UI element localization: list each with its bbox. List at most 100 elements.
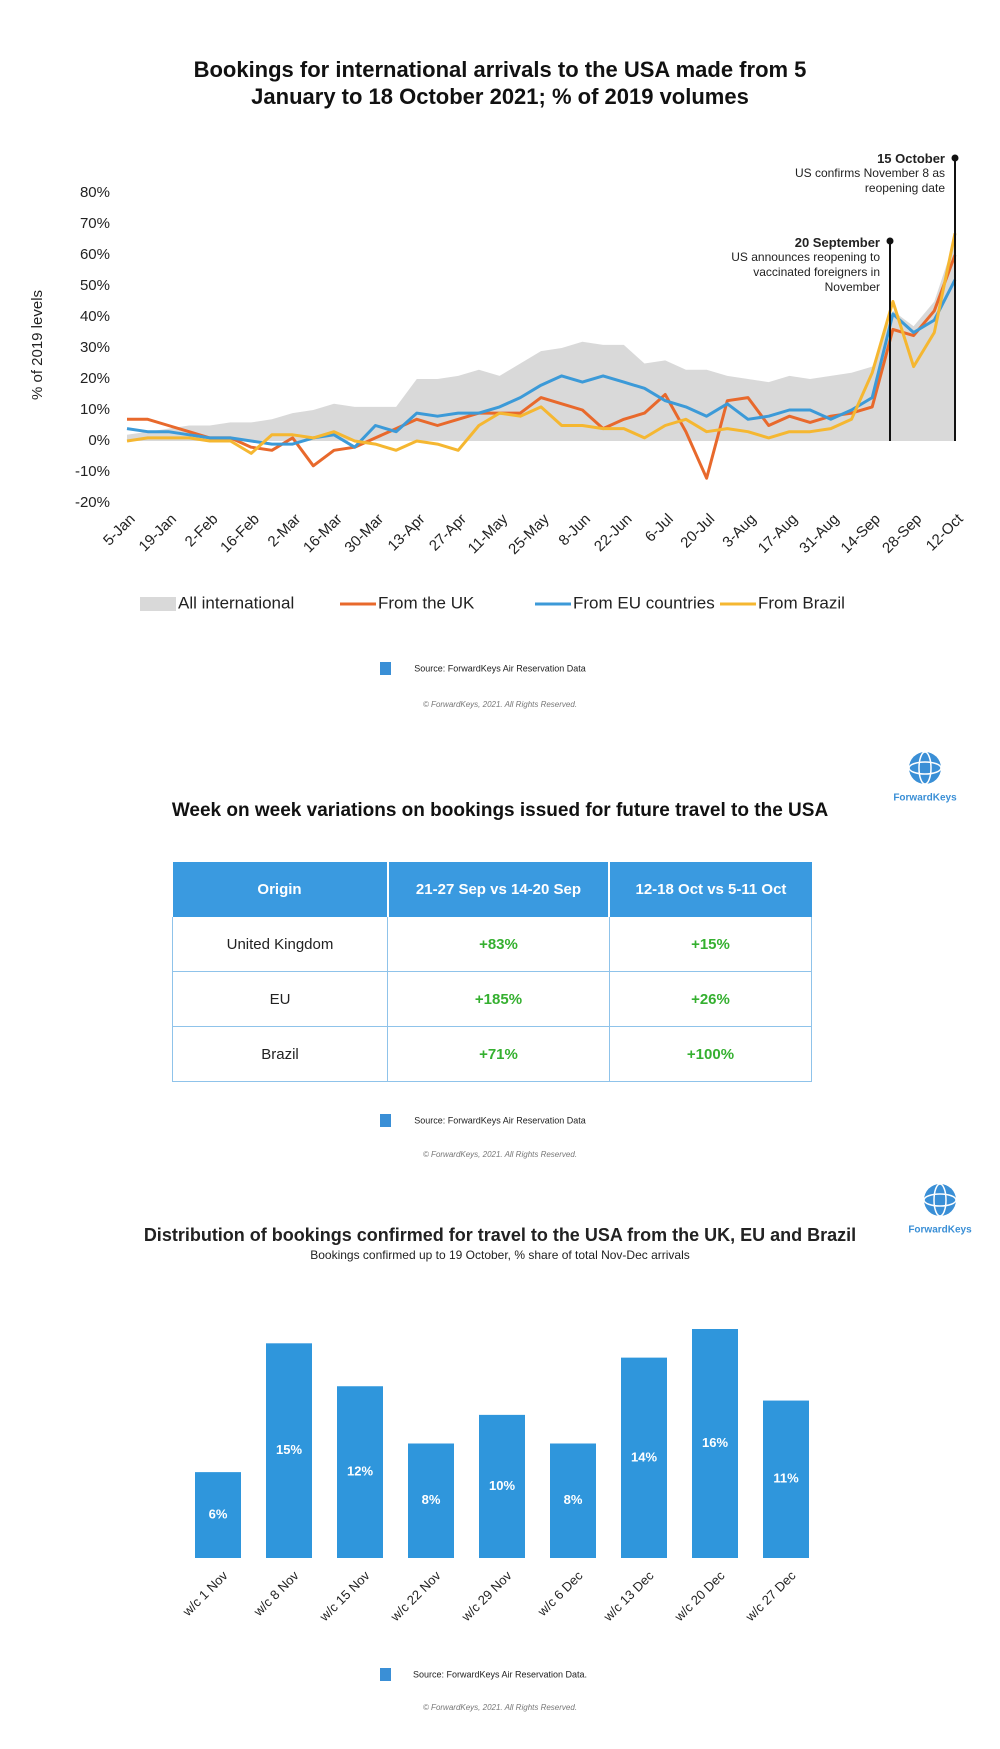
annotation: 20 September US announces reopening to va… bbox=[710, 235, 880, 295]
x-tick-label: 8-Jun bbox=[555, 511, 594, 550]
logo-text: ForwardKeys bbox=[893, 793, 957, 804]
x-tick-label: 16-Mar bbox=[300, 511, 346, 557]
value-label: 8% bbox=[422, 1492, 441, 1507]
logo-globe bbox=[909, 752, 941, 784]
logo-orbit bbox=[923, 1193, 957, 1207]
source-icon bbox=[380, 1114, 391, 1127]
cell: +26% bbox=[609, 971, 813, 1027]
cell: +83% bbox=[387, 917, 610, 972]
x-tick-label: w/c 13 Dec bbox=[600, 1568, 657, 1625]
bar bbox=[337, 1386, 383, 1558]
x-tick-label: 5-Jan bbox=[100, 511, 139, 550]
x-tick-label: w/c 29 Nov bbox=[458, 1568, 515, 1625]
x-tick-label: 14-Sep bbox=[838, 511, 884, 557]
y-tick-label: 50% bbox=[80, 277, 110, 294]
annotation-dot bbox=[951, 154, 959, 162]
bar bbox=[195, 1472, 241, 1558]
x-tick-label: w/c 15 Nov bbox=[316, 1568, 373, 1625]
y-axis-label: % of 2019 levels bbox=[29, 290, 46, 400]
y-tick-label: 30% bbox=[80, 339, 110, 356]
legend-label: From the UK bbox=[378, 593, 475, 612]
bar-subtitle: Bookings confirmed up to 19 October, % s… bbox=[310, 1248, 690, 1262]
header-cell: Origin bbox=[172, 862, 389, 917]
bar bbox=[763, 1400, 809, 1558]
x-tick-label: 2-Feb bbox=[182, 511, 222, 551]
area bbox=[127, 239, 955, 441]
line bbox=[126, 232, 957, 455]
source: Source: ForwardKeys Air Reservation Data bbox=[414, 1115, 586, 1125]
bar bbox=[692, 1329, 738, 1558]
y-tick-label: 20% bbox=[80, 370, 110, 387]
cell: +71% bbox=[387, 1026, 610, 1082]
x-tick-label: w/c 22 Nov bbox=[387, 1568, 444, 1625]
header-cell: 12-18 Oct vs 5-11 Oct bbox=[609, 862, 812, 917]
value-label: 12% bbox=[347, 1464, 373, 1479]
annotation-date: 20 September bbox=[794, 235, 880, 250]
x-tick-label: w/c 8 Nov bbox=[250, 1568, 302, 1620]
annotation-text: US announces reopening to vaccinated for… bbox=[731, 250, 880, 294]
copyright: © ForwardKeys, 2021. All Rights Reserved… bbox=[423, 700, 577, 709]
x-tick-label: 13-Apr bbox=[385, 511, 429, 555]
x-tick-label: 31-Aug bbox=[796, 511, 842, 557]
legend-label: From Brazil bbox=[758, 593, 845, 612]
x-tick-label: 27-Apr bbox=[426, 511, 470, 555]
legend-label: From EU countries bbox=[573, 593, 715, 612]
cell: +15% bbox=[609, 917, 813, 972]
y-tick-label: -20% bbox=[75, 494, 110, 511]
row: Brazil +71% +100% bbox=[172, 1026, 813, 1082]
y-tick-label: 40% bbox=[80, 308, 110, 325]
value-label: 8% bbox=[564, 1492, 583, 1507]
header-cell: 21-27 Sep vs 14-20 Sep bbox=[387, 862, 611, 917]
x-tick-label: 28-Sep bbox=[879, 511, 925, 557]
logo-icon bbox=[908, 751, 942, 785]
x-tick-label: 11-May bbox=[465, 510, 512, 557]
logo-icon bbox=[923, 1183, 957, 1217]
x-tick-label: w/c 1 Nov bbox=[179, 1568, 231, 1620]
x-tick-label: 2-Mar bbox=[265, 511, 305, 551]
cell: Brazil bbox=[172, 1026, 388, 1082]
cell: +185% bbox=[387, 971, 610, 1027]
bar bbox=[479, 1414, 525, 1558]
logo-orbit bbox=[933, 1183, 947, 1217]
logo-orbit bbox=[918, 751, 932, 785]
row: United Kingdom +83% +15% bbox=[172, 917, 813, 972]
value-label: 6% bbox=[209, 1507, 228, 1522]
x-tick-label: 16-Feb bbox=[217, 511, 263, 557]
logo-orbit bbox=[908, 761, 942, 775]
x-tick-label: 30-Mar bbox=[341, 511, 387, 557]
y-tick-label: -10% bbox=[75, 463, 110, 480]
value-label: 16% bbox=[702, 1435, 728, 1450]
table: Origin 21-27 Sep vs 14-20 Sep 12-18 Oct … bbox=[172, 862, 813, 1082]
bar bbox=[408, 1443, 454, 1558]
value-label: 11% bbox=[773, 1471, 799, 1486]
x-tick-label: w/c 27 Dec bbox=[742, 1568, 799, 1625]
x-tick-label: 12-Oct bbox=[923, 510, 967, 554]
cell: EU bbox=[172, 971, 388, 1027]
x-tick-label: w/c 20 Dec bbox=[671, 1568, 728, 1625]
annotation-date: 15 October bbox=[877, 151, 945, 166]
x-tick-label: 22-Jun bbox=[591, 511, 635, 555]
source: Source: ForwardKeys Air Reservation Data bbox=[414, 663, 586, 673]
logo-text: ForwardKeys bbox=[908, 1225, 972, 1236]
table-title: Week on week variations on bookings issu… bbox=[171, 800, 829, 821]
copyright: © ForwardKeys, 2021. All Rights Reserved… bbox=[423, 1703, 577, 1712]
bar bbox=[621, 1357, 667, 1558]
y-tick-label: 0% bbox=[88, 432, 110, 449]
x-tick-label: 25-May bbox=[505, 510, 553, 558]
x-tick-label: 20-Jul bbox=[677, 511, 718, 552]
cell: United Kingdom bbox=[172, 917, 388, 972]
value-label: 15% bbox=[276, 1442, 302, 1457]
annotation-text: US confirms November 8 as reopening date bbox=[794, 166, 945, 195]
value-label: 10% bbox=[489, 1478, 515, 1493]
annotation-dot bbox=[886, 237, 894, 245]
x-tick-label: 6-Jul bbox=[642, 511, 677, 546]
legend-label: All international bbox=[178, 593, 294, 612]
copyright: © ForwardKeys, 2021. All Rights Reserved… bbox=[423, 1150, 577, 1159]
bar bbox=[266, 1343, 312, 1558]
line bbox=[126, 279, 957, 449]
cell: +100% bbox=[609, 1026, 813, 1082]
source-icon bbox=[380, 1668, 391, 1681]
x-tick-label: w/c 6 Dec bbox=[534, 1568, 586, 1620]
